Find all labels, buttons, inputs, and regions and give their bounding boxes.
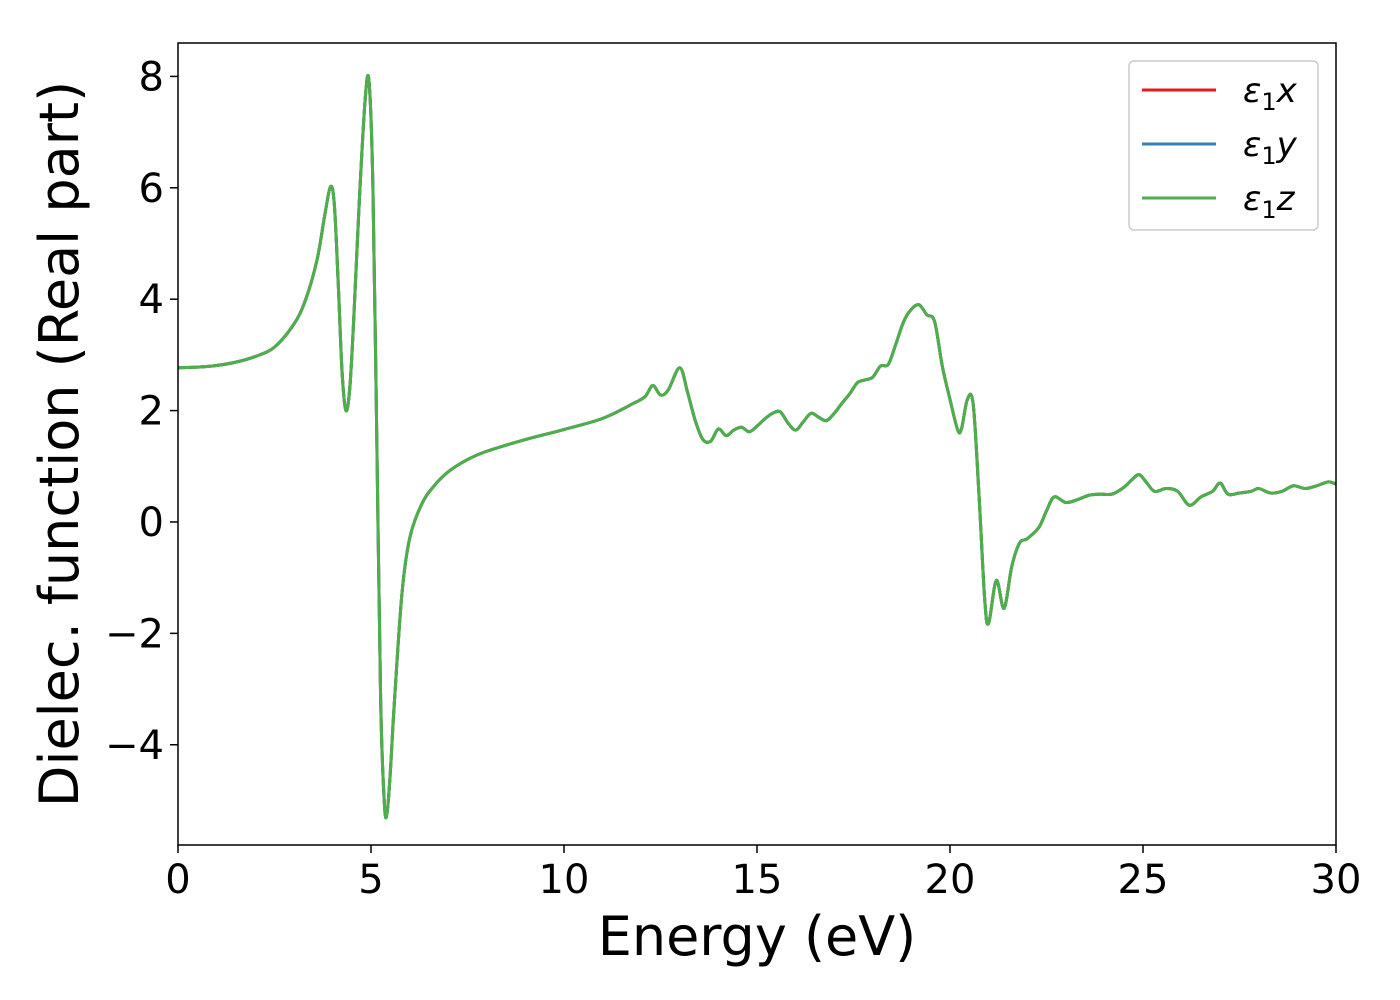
x-tick-label: 5 xyxy=(358,857,383,903)
x-tick-label: 15 xyxy=(732,857,783,903)
y-tick-label: 4 xyxy=(139,277,164,323)
legend-component: x xyxy=(1276,71,1298,111)
x-tick-label: 0 xyxy=(165,857,190,903)
legend-component: y xyxy=(1276,125,1298,165)
series-layer xyxy=(178,74,1336,820)
legend-epsilon: ε xyxy=(1243,179,1261,219)
y-axis-label: Dielec. function (Real part) xyxy=(28,81,91,807)
legend-subscript: 1 xyxy=(1261,142,1276,170)
legend-subscript: 1 xyxy=(1261,196,1276,224)
series-line-z xyxy=(178,74,1336,820)
y-tick-label: 2 xyxy=(139,389,164,435)
x-tick-label: 20 xyxy=(925,857,976,903)
legend-subscript: 1 xyxy=(1261,88,1276,116)
legend-label-x: ε1x xyxy=(1243,71,1298,116)
y-tick-label: −4 xyxy=(105,723,164,769)
x-tick-label: 10 xyxy=(539,857,590,903)
legend-box xyxy=(1128,60,1319,231)
legend-epsilon: ε xyxy=(1243,125,1261,165)
legend-label-y: ε1y xyxy=(1243,125,1298,170)
y-tick-label: −2 xyxy=(105,611,164,657)
x-axis-label: Energy (eV) xyxy=(598,905,917,968)
legend-epsilon: ε xyxy=(1243,71,1261,111)
y-tick-label: 8 xyxy=(139,54,164,100)
legend-label-z: ε1z xyxy=(1243,179,1296,224)
y-tick-label: 0 xyxy=(139,500,164,546)
x-tick-label: 25 xyxy=(1118,857,1169,903)
tick-layer: 0 5 10 15 20 25 30 −4 −2 0 2 4 6 8 xyxy=(105,54,1361,903)
y-tick-label: 6 xyxy=(139,166,164,212)
x-tick-label: 30 xyxy=(1311,857,1362,903)
legend-component: z xyxy=(1276,179,1296,219)
